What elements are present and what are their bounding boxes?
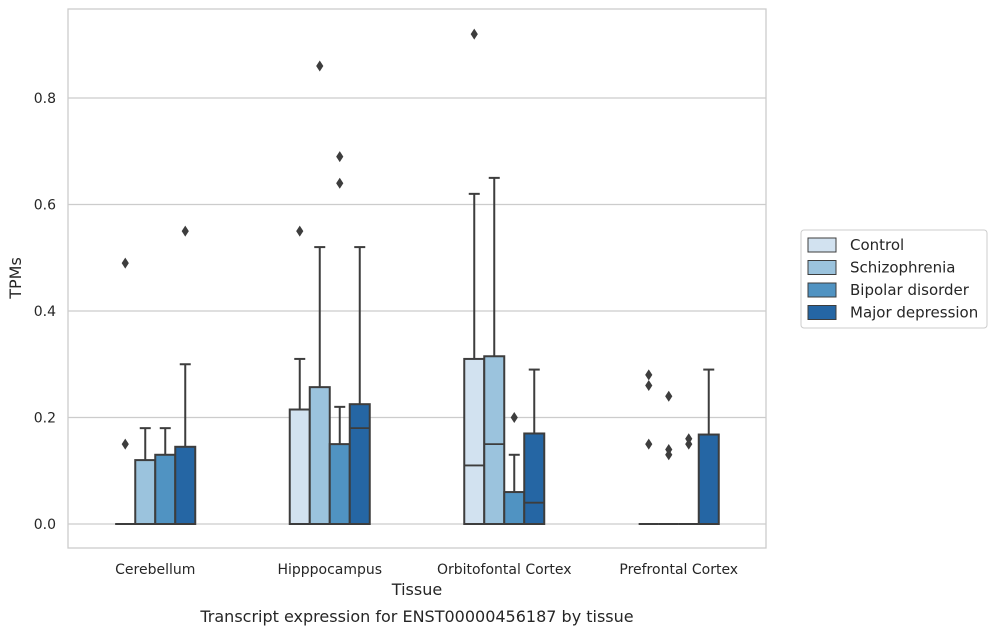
box-bipolar-disorder (503, 412, 526, 525)
outlier-point (665, 443, 673, 455)
box-body (503, 491, 526, 525)
x-axis-ticks: Cerebellum Hipppocampus Orbitofontal Corte… (115, 562, 738, 578)
chart-caption: Transcript expression for ENST0000045618… (199, 607, 633, 626)
y-axis-ticks: 0.0 0.2 0.4 0.6 0.8 (34, 91, 56, 533)
outlier-point (336, 151, 344, 163)
box-body (134, 459, 157, 526)
outlier-point (121, 257, 129, 269)
box-body (483, 355, 506, 526)
box-body (308, 386, 331, 525)
box-schizophrenia (483, 176, 506, 526)
legend-swatch (807, 237, 837, 253)
box-major-depression (523, 368, 546, 526)
legend-label: Schizophrenia (850, 259, 955, 277)
outlier-point (316, 60, 324, 72)
outlier-point (645, 369, 653, 381)
box-body (523, 432, 546, 526)
legend: Control Schizophrenia Bipolar disorder Majo… (800, 229, 988, 329)
outlier-point (645, 380, 653, 392)
box-control (115, 257, 136, 525)
box-body (348, 403, 371, 525)
outlier-point (510, 412, 518, 423)
box-control (463, 28, 486, 525)
legend-label: Major depression (850, 304, 978, 322)
x-axis-title: Tissue (391, 580, 442, 599)
box-schizophrenia (308, 60, 331, 525)
box-schizophrenia (658, 390, 679, 525)
box-major-depression (174, 225, 197, 526)
box-bipolar-disorder (154, 427, 177, 525)
box-control (288, 225, 311, 526)
outlier-point (645, 438, 653, 450)
plot-area-frame (67, 8, 767, 549)
box-schizophrenia (134, 427, 157, 526)
x-tick-label: Prefrontal Cortex (619, 562, 738, 578)
outlier-point (336, 177, 344, 189)
y-tick-label: 0.2 (34, 411, 56, 427)
legend-swatch (807, 305, 837, 320)
box-body (697, 433, 720, 526)
outlier-point (685, 433, 693, 445)
outlier-point (665, 390, 673, 402)
box-body (154, 453, 177, 525)
outlier-point (470, 28, 478, 40)
y-tick-label: 0.0 (34, 517, 56, 533)
x-tick-label: Hipppocampus (277, 562, 382, 578)
box-major-depression (697, 368, 720, 526)
y-tick-label: 0.4 (34, 304, 56, 320)
legend-label: Bipolar disorder (850, 281, 970, 299)
y-tick-label: 0.8 (34, 91, 56, 107)
box-body (174, 445, 197, 526)
box-control (638, 369, 659, 525)
box-series (115, 28, 720, 526)
box-body (328, 443, 351, 525)
outlier-point (181, 225, 189, 237)
outlier-point (296, 225, 304, 237)
box-body (463, 357, 486, 525)
legend-swatch (807, 260, 837, 275)
y-axis-title: TPMs (6, 257, 25, 300)
y-tick-label: 0.6 (34, 198, 56, 214)
box-body (288, 408, 311, 526)
x-tick-label: Cerebellum (115, 562, 195, 578)
legend-swatch (807, 282, 837, 298)
box-bipolar-disorder (678, 433, 699, 525)
legend-label: Control (850, 236, 904, 254)
outlier-point (121, 438, 129, 450)
box-major-depression (348, 246, 371, 525)
x-tick-label: Orbitofontal Cortex (437, 562, 572, 578)
legend-frame (800, 229, 988, 329)
box-bipolar-disorder (328, 151, 351, 525)
